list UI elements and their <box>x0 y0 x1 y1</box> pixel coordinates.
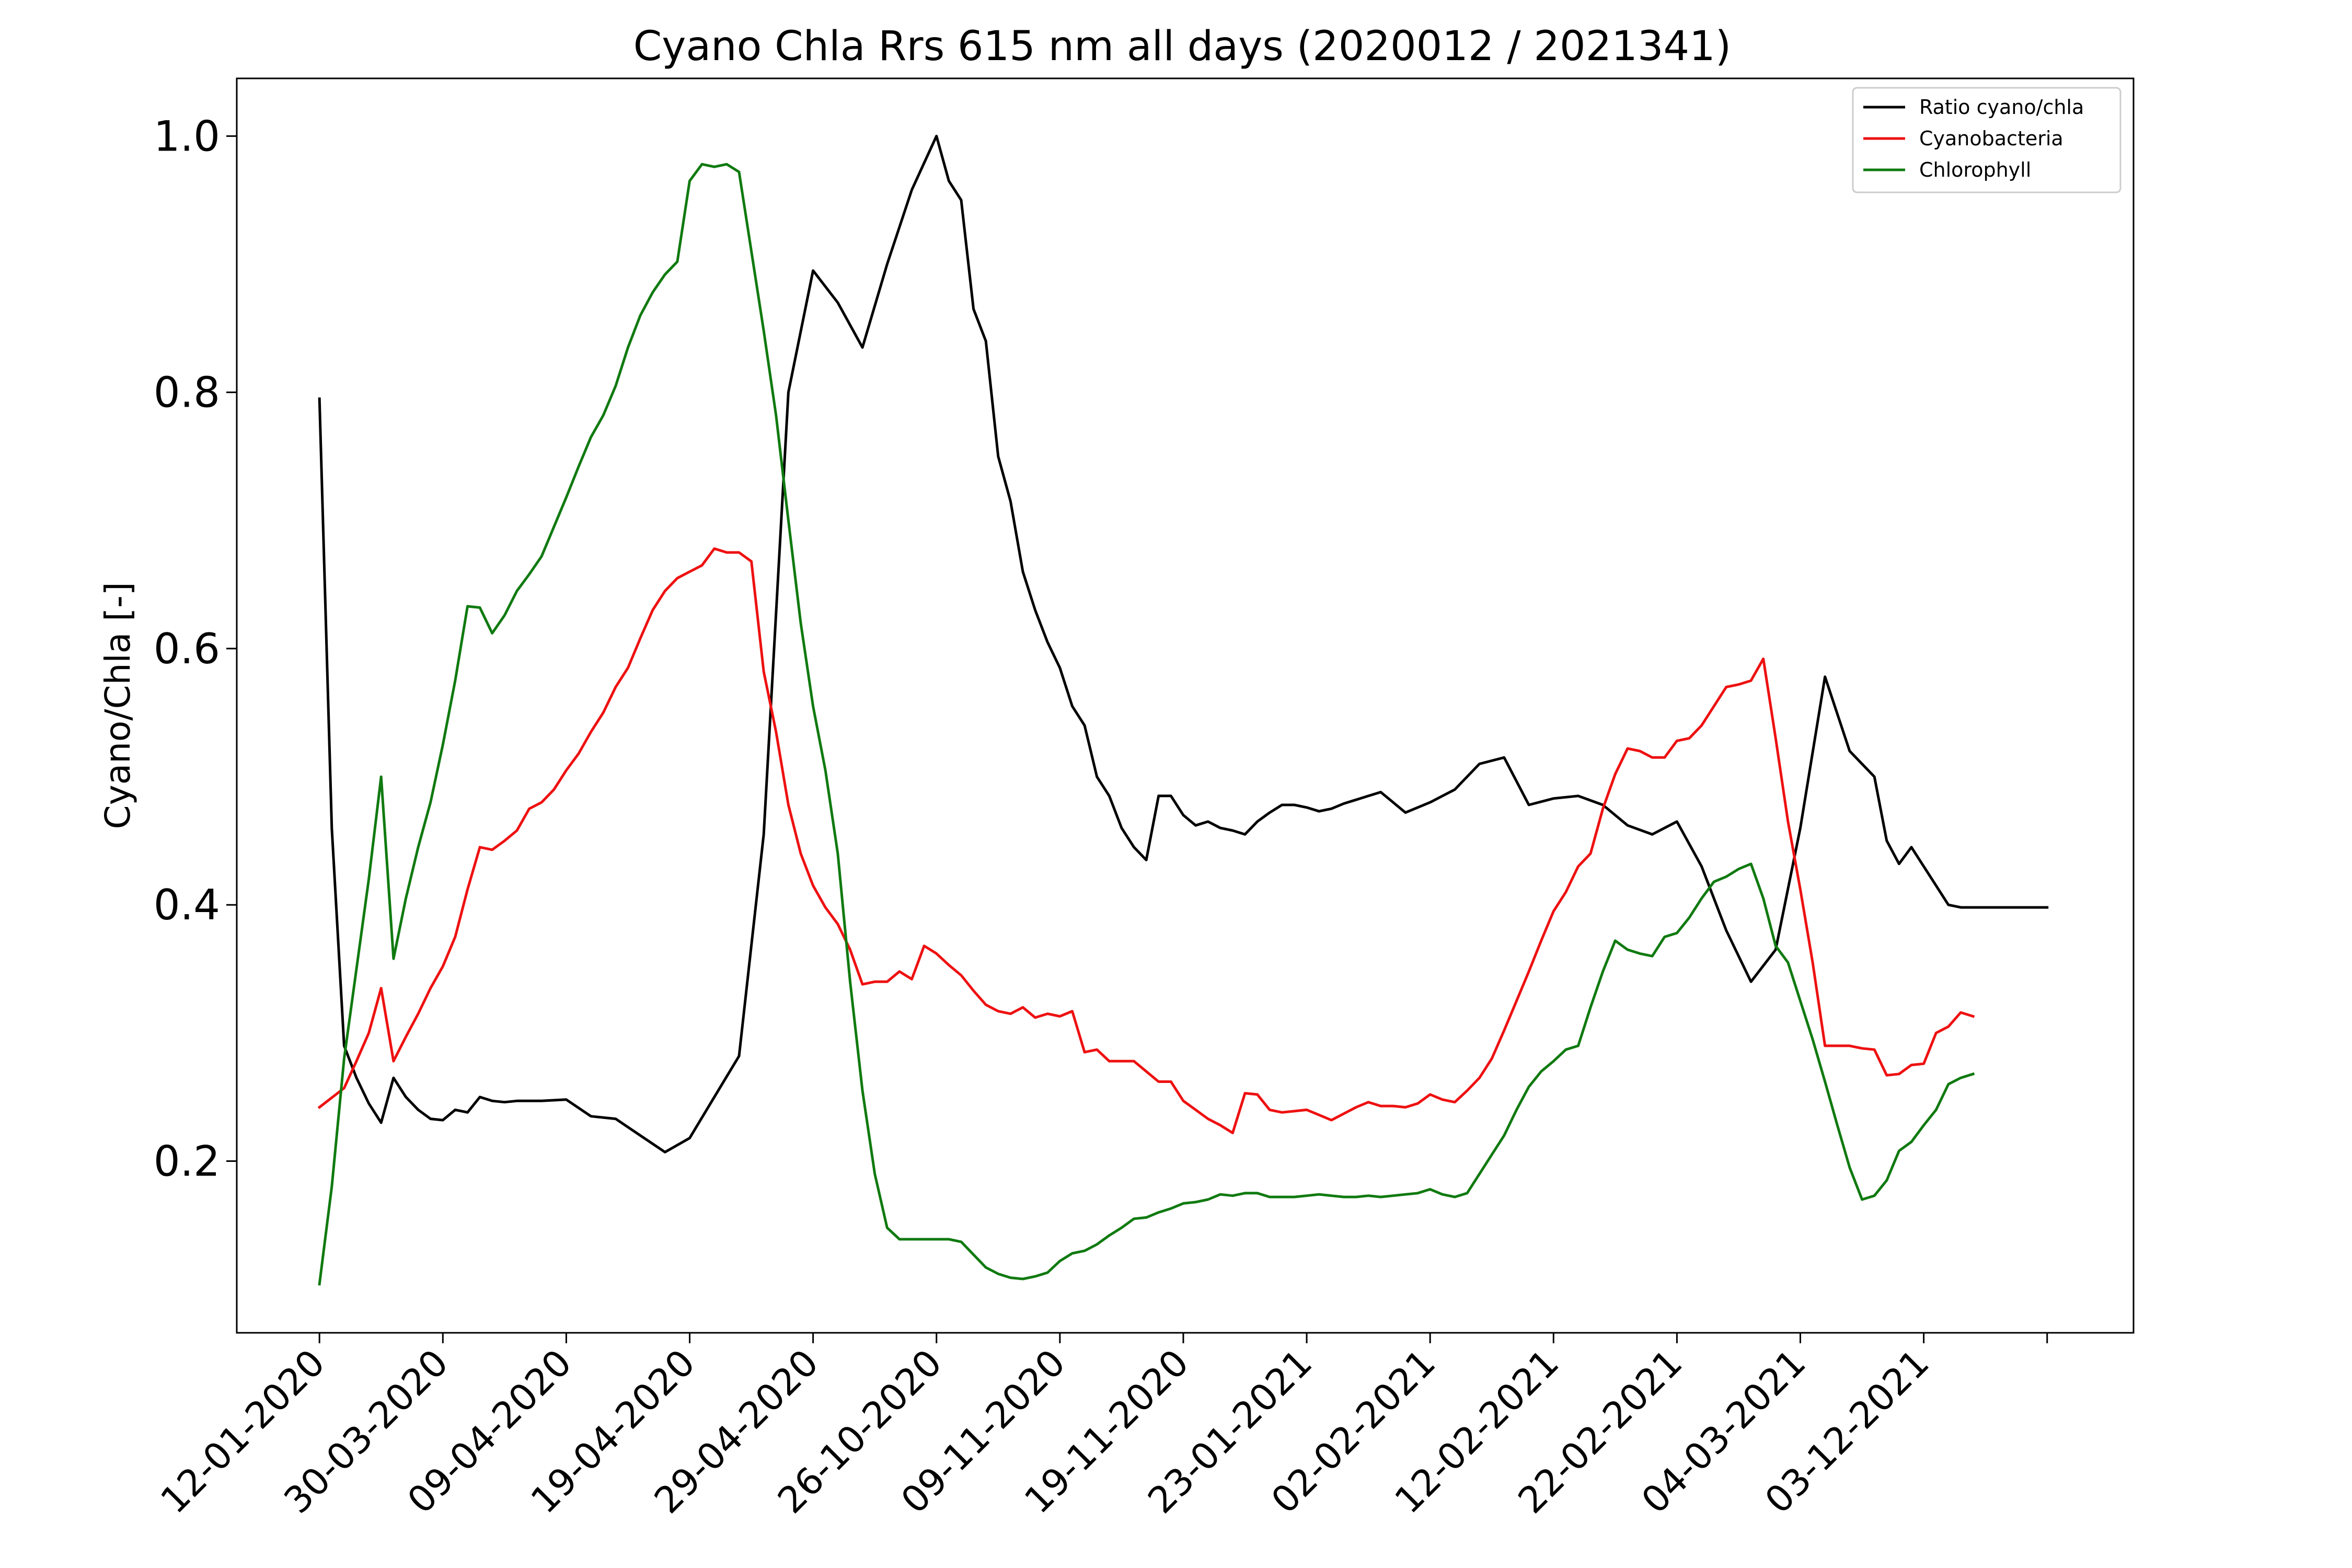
chart-title: Cyano Chla Rrs 615 nm all days (2020012 … <box>633 23 1731 70</box>
legend: Ratio cyano/chla Cyanobacteria Chlorophyll <box>1852 87 2122 193</box>
y-tick-label: 1.0 <box>154 112 220 160</box>
legend-label: Ratio cyano/chla <box>1919 96 2084 119</box>
y-tick-label: 0.6 <box>154 625 220 673</box>
series-line-3 <box>318 163 1975 1286</box>
legend-label: Cyanobacteria <box>1919 127 2063 150</box>
y-axis: 0.2 0.4 0.6 0.8 1.0 <box>154 112 237 1186</box>
y-tick-label: 0.4 <box>154 881 220 929</box>
plot-area <box>236 77 2135 1334</box>
plot-frame <box>236 77 2135 1334</box>
series-layer <box>317 134 2049 1286</box>
legend-box <box>1852 87 2122 193</box>
series-line-1 <box>318 134 2049 1154</box>
y-axis-label: Cyano/Chla [-] <box>98 582 138 829</box>
legend-label: Chlorophyll <box>1919 158 2031 181</box>
series-line-2 <box>317 547 1975 1135</box>
y-tick-label: 0.2 <box>154 1137 220 1186</box>
y-tick-label: 0.8 <box>154 368 220 417</box>
